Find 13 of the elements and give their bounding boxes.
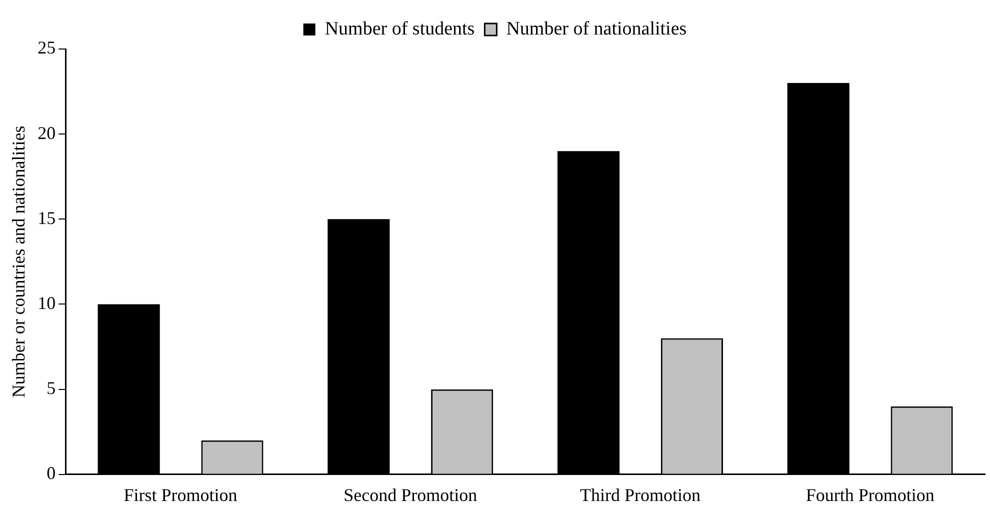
y-axis-title: Number or countries and nationalities	[8, 126, 29, 398]
x-tick-label: Second Promotion	[344, 484, 478, 505]
y-tick-label: 0	[46, 463, 56, 484]
y-tick-label: 20	[38, 122, 56, 143]
x-tick-label: First Promotion	[124, 484, 238, 505]
y-tick-label: 25	[38, 38, 56, 58]
legend-label: Number of nationalities	[506, 18, 687, 40]
y-tick-label: 15	[38, 208, 56, 228]
y-tick-label: 5	[46, 378, 56, 398]
x-tick-label: Fourth Promotion	[806, 484, 934, 505]
y-tick-label: 10	[38, 292, 56, 313]
legend-label: Number of students	[324, 18, 475, 40]
x-tick-label: Third Promotion	[580, 484, 700, 505]
